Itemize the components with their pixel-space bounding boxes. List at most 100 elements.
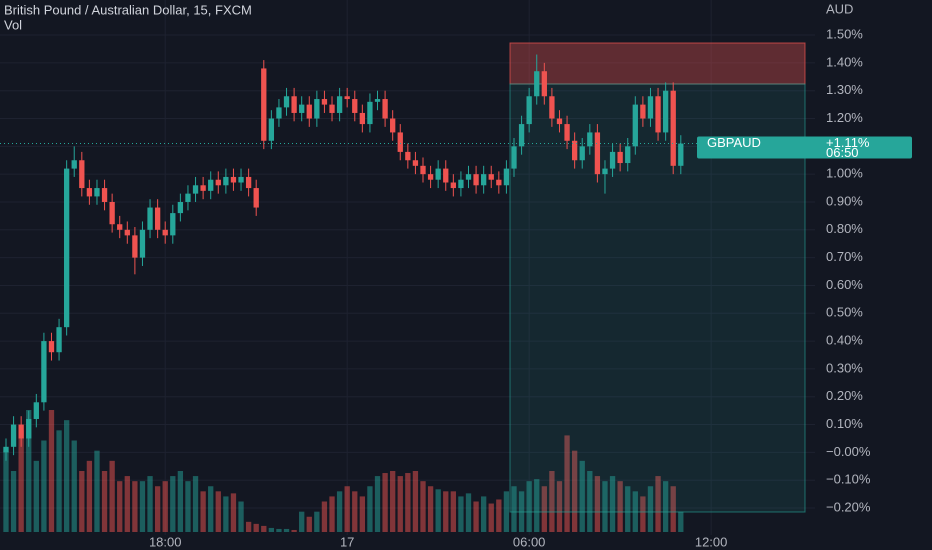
volume-bar xyxy=(488,503,494,532)
candle-body xyxy=(192,185,199,194)
volume-bar xyxy=(10,471,17,532)
candle-body xyxy=(390,118,396,133)
candle-body xyxy=(101,188,108,202)
candle-body xyxy=(170,213,176,236)
volume-bar xyxy=(154,486,161,532)
candle-body xyxy=(617,151,623,164)
volume-bar xyxy=(208,486,214,532)
candle-body xyxy=(33,402,39,419)
candle-body xyxy=(268,118,275,141)
volume-pane xyxy=(3,410,684,532)
volume-bar xyxy=(253,523,259,532)
axes: 1.50%1.40%1.30%1.20%1.10%1.00%0.90%0.80%… xyxy=(0,26,912,549)
volume-bar xyxy=(352,491,358,532)
candle-body xyxy=(352,99,358,113)
volume-bar xyxy=(314,511,320,532)
volume-bar xyxy=(18,430,24,532)
volume-bar xyxy=(192,476,199,532)
volume-bar xyxy=(321,501,328,532)
volume-bar xyxy=(678,511,684,532)
candle-body xyxy=(382,99,388,119)
candle-body xyxy=(625,146,631,164)
volume-bar xyxy=(556,481,563,532)
volume-bar xyxy=(299,511,305,532)
candle-body xyxy=(647,96,654,119)
volume-bar xyxy=(420,481,426,532)
volume-bar xyxy=(579,460,585,532)
candle-body xyxy=(26,418,32,439)
candle-body xyxy=(420,165,426,175)
y-tick-label: 0.30% xyxy=(826,360,863,375)
candle-body xyxy=(556,118,563,125)
candle-body xyxy=(511,146,517,169)
candle-body xyxy=(139,229,146,258)
candle-body xyxy=(71,160,77,169)
volume-bar xyxy=(139,481,146,532)
volume-bar xyxy=(230,493,237,532)
volume-bar xyxy=(670,486,676,532)
y-tick-label: 1.30% xyxy=(826,82,863,97)
candle-body xyxy=(450,182,456,189)
candle-body xyxy=(185,193,191,202)
candle-body xyxy=(3,446,9,453)
candle-body xyxy=(541,71,547,97)
candle-body xyxy=(549,96,555,119)
candle-body xyxy=(587,132,593,147)
candle-body xyxy=(609,151,616,169)
candle-body xyxy=(86,188,93,197)
candle-body xyxy=(200,185,206,191)
volume-bar xyxy=(71,440,77,532)
volume-bar xyxy=(647,486,654,532)
candle-body xyxy=(458,179,464,189)
candle-body xyxy=(579,146,585,161)
volume-bar xyxy=(170,476,176,532)
volume-bar xyxy=(200,491,206,532)
candle-body xyxy=(640,104,646,119)
volume-bar xyxy=(306,516,312,532)
candle-body xyxy=(306,104,312,119)
volume-bar xyxy=(496,499,502,532)
candle-body xyxy=(336,96,343,113)
x-tick-label: 17 xyxy=(340,534,354,549)
volume-bar xyxy=(132,481,138,532)
y-tick-label: 1.50% xyxy=(826,26,863,41)
candle-body xyxy=(41,341,47,403)
candle-body xyxy=(594,132,601,175)
volume-bar xyxy=(443,491,449,532)
y-tick-label: 1.20% xyxy=(826,110,863,125)
volume-bar xyxy=(283,528,290,532)
candle-body xyxy=(670,90,676,166)
candle-body xyxy=(678,143,684,166)
volume-bar xyxy=(359,496,366,532)
symbol-label: GBPAUD xyxy=(707,135,761,150)
volume-bar xyxy=(549,471,555,532)
y-tick-label: −0.20% xyxy=(826,499,871,514)
volume-bar xyxy=(185,481,191,532)
volume-bar xyxy=(86,460,93,532)
candle-body xyxy=(10,424,17,447)
volume-bar xyxy=(602,481,608,532)
volume-bar xyxy=(291,529,297,532)
volume-bar xyxy=(617,481,623,532)
candle-body xyxy=(374,99,381,102)
volume-bar xyxy=(541,486,547,532)
candle-body xyxy=(154,207,161,230)
candle-body xyxy=(147,207,153,230)
candle-body xyxy=(223,176,229,186)
volume-bar xyxy=(276,528,282,532)
candle-body xyxy=(344,96,350,100)
volume-bar xyxy=(268,527,275,532)
stop-zone xyxy=(509,42,806,85)
volume-bar xyxy=(56,430,62,532)
candle-body xyxy=(632,104,638,147)
candle-body xyxy=(299,104,305,113)
volume-bar xyxy=(427,486,434,532)
volume-bar xyxy=(162,481,168,532)
volume-bar xyxy=(397,476,403,532)
y-tick-label: −0.00% xyxy=(826,444,871,459)
y-tick-label: 1.40% xyxy=(826,54,863,69)
volume-bar xyxy=(465,493,472,532)
volume-bar xyxy=(336,491,343,532)
volume-bar xyxy=(177,471,184,532)
